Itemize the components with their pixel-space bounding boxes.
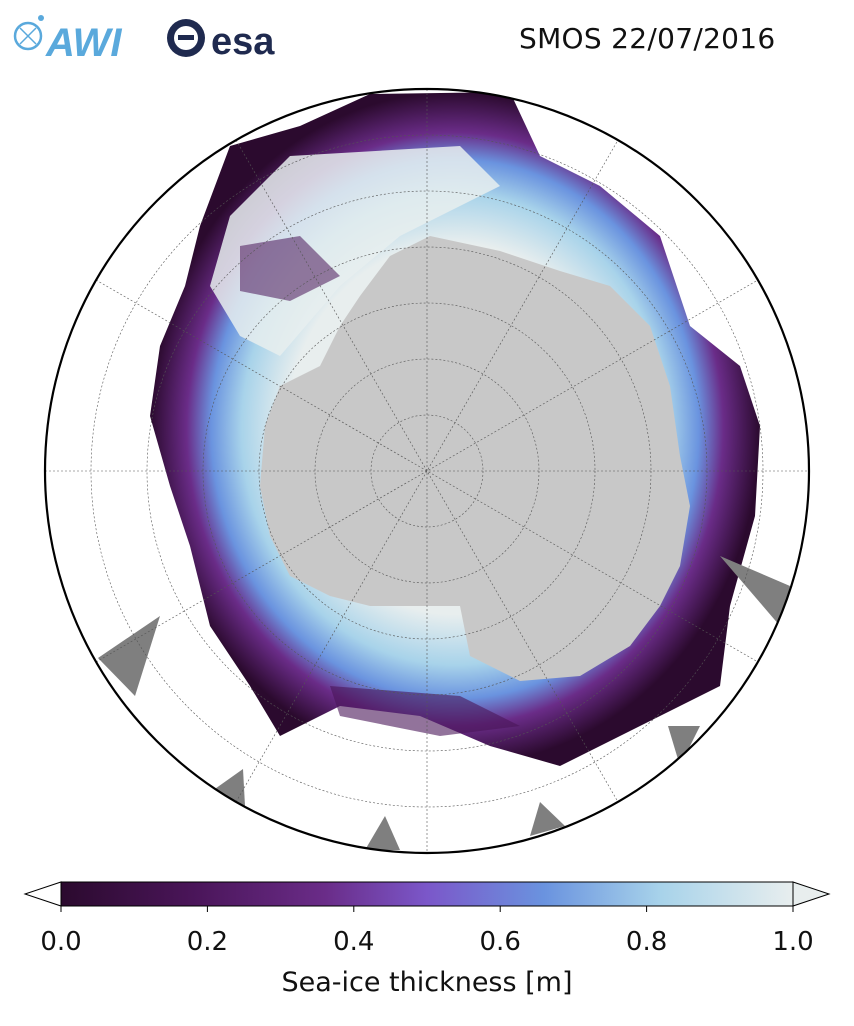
thick-ice-zone <box>210 146 500 356</box>
thin-ice-strip <box>330 686 520 736</box>
map-title: SMOS 22/07/2016 <box>519 22 776 55</box>
colorbar-tick-label: 0.6 <box>480 927 521 957</box>
logo-bar: AWI esa <box>13 15 275 64</box>
colorbar-tick-label: 0.2 <box>187 927 228 957</box>
colorbar-tick-label: 0.0 <box>40 927 81 957</box>
no-data-wedge <box>530 802 565 836</box>
no-data-wedge <box>212 769 245 806</box>
no-data-wedge <box>365 816 400 850</box>
colorbar-tick-label: 0.8 <box>626 927 667 957</box>
colorbar-under-arrow <box>23 881 62 907</box>
no-data-wedge <box>98 616 160 696</box>
colorbar: 0.0 0.2 0.4 0.6 0.8 1.0 Sea-ice thickness [m] <box>23 881 831 998</box>
esa-logo: esa <box>167 19 275 63</box>
colorbar-tick-label: 1.0 <box>772 927 813 957</box>
colorbar-label: Sea-ice thickness [m] <box>281 967 572 998</box>
graticule <box>45 89 809 853</box>
no-data-wedge <box>720 556 790 626</box>
no-data-wedge <box>668 726 700 766</box>
map-boundary <box>43 87 811 855</box>
colorbar-ticks: 0.0 0.2 0.4 0.6 0.8 1.0 <box>40 906 814 957</box>
awi-logo-text: AWI <box>45 21 122 64</box>
colorbar-gradient <box>60 881 794 907</box>
thin-ice-edge <box>240 236 340 301</box>
colorbar-tick-label: 0.4 <box>333 927 374 957</box>
awi-logo: AWI <box>13 15 122 64</box>
colorbar-over-arrow <box>792 881 831 907</box>
polar-map <box>43 87 811 855</box>
antarctica-landmass <box>260 236 690 681</box>
esa-logo-text: esa <box>211 21 275 63</box>
